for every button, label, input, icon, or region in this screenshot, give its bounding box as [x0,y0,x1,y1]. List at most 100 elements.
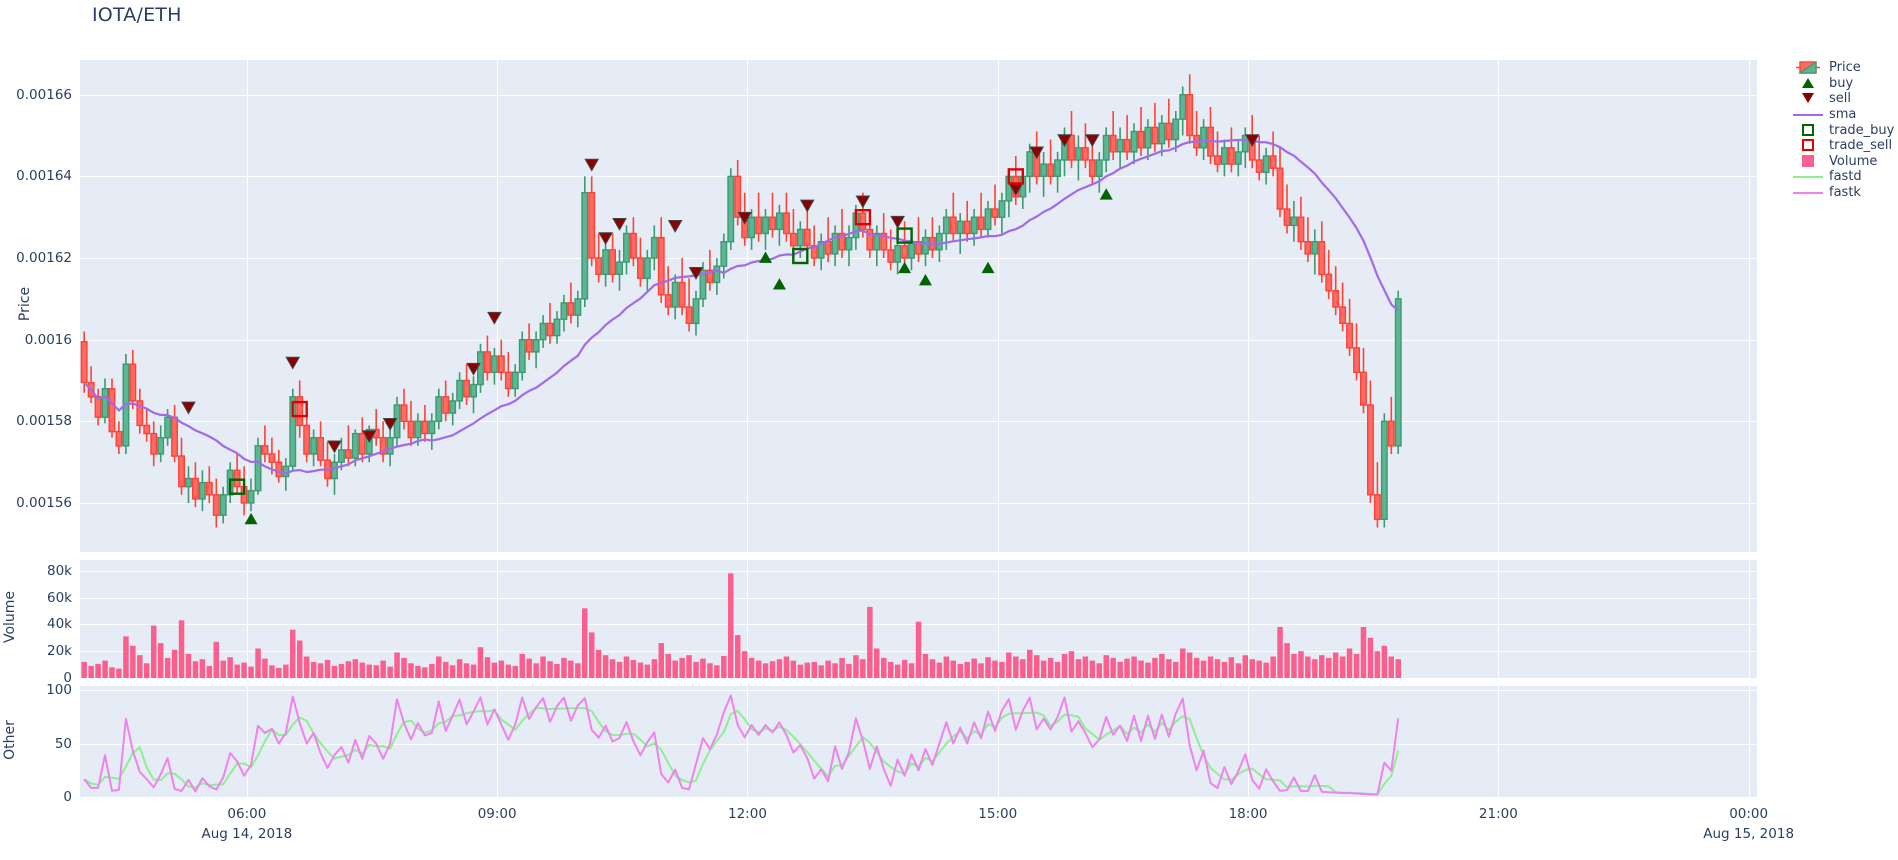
volume-square-icon [1793,154,1823,169]
volume-bar [741,651,748,678]
gridline-vertical [497,560,498,678]
legend-item-buy[interactable]: buy [1793,76,1898,92]
candle-body [1109,134,1117,153]
volume-bar [1360,627,1367,678]
candle-body [1172,118,1180,141]
sell-marker [285,356,301,370]
volume-bar [721,655,727,678]
candle-body [80,341,88,384]
volume-bar [714,665,720,678]
volume-bar [1228,657,1235,678]
volume-bar [443,661,449,678]
candle-body [1353,347,1361,374]
legend-label: sell [1829,91,1851,107]
candle-body [233,469,241,488]
volume-bar [408,663,414,679]
candle-body [755,216,763,235]
volume-bar [1249,659,1255,678]
legend-item-trade_sell[interactable]: trade_sell [1793,138,1898,154]
legend-item-fastk[interactable]: fastk [1793,185,1898,201]
sell-marker [1057,134,1072,148]
candle-body [344,449,352,459]
legend-item-volume[interactable]: Volume [1793,154,1898,170]
volume-bar [1068,651,1075,678]
volume-bar [345,661,352,678]
candle-body [637,257,644,280]
volume-y-tick: 80k [47,562,72,579]
price-y-tick: 0.00162 [16,250,72,267]
candle-body [1074,147,1082,161]
candle-body [789,232,797,247]
volume-bar [477,647,484,678]
trade-buy-marker [228,478,246,495]
legend-label: trade_sell [1829,138,1893,154]
candle-body [1081,147,1089,161]
volume-bar [449,665,456,678]
price-y-tick: 0.00166 [16,86,72,103]
volume-bar [164,657,171,678]
candle-body [1158,122,1166,145]
candle-body [358,432,366,455]
volume-y-tick: 20k [47,643,72,660]
x-axis-tick: 09:00 [477,806,517,822]
candle-body [331,461,338,480]
volume-bar [964,661,970,678]
candle-body [574,298,582,316]
legend-item-trade_buy[interactable]: trade_buy [1793,122,1898,138]
candle-body [1116,138,1124,153]
volume-bar [1270,656,1276,678]
candle-body [184,477,192,488]
sell-marker [327,440,342,454]
candle-body [963,220,971,235]
candle-body [699,269,707,300]
candle-body [984,208,992,231]
gridline-horizontal [80,678,1757,679]
candle-body [261,445,269,455]
volume-bar [568,660,574,678]
legend-label: Price [1829,60,1861,76]
volume-bar [394,652,400,678]
legend-item-fastd[interactable]: fastd [1793,169,1898,185]
candle-body [1227,147,1235,165]
candle-body [630,232,637,259]
candle-body [1304,240,1312,255]
legend-item-sma[interactable]: sma [1793,107,1898,123]
candle-body [1318,240,1326,276]
volume-bar [429,663,435,678]
candle-body [776,212,783,231]
legend-label: fastk [1829,185,1861,201]
volume-bar [1166,659,1172,678]
volume-bar [359,662,365,678]
candle-body [546,322,554,337]
candle-body [386,437,394,455]
volume-bar [1346,648,1353,678]
volume-bar [310,661,317,678]
volume-bar [1388,656,1394,678]
price-y-tick: 0.00158 [16,413,72,430]
volume-bar [839,657,845,678]
volume-bar [978,663,984,679]
candle-body [129,363,137,402]
volume-bar [602,655,609,678]
candle-body [1200,126,1208,149]
candle-body [949,216,957,235]
candle-body [1102,134,1110,161]
volume-bar [387,666,393,678]
candle-body [1373,494,1381,520]
other-panel [80,686,1757,797]
volume-bar [1395,659,1401,678]
candle-body [1387,420,1395,447]
candle-body [435,396,443,422]
volume-bar [248,666,254,678]
legend-label: trade_buy [1829,122,1895,138]
volume-bar [324,659,331,678]
candle-body [887,249,895,263]
page-title: IOTA/ETH [92,4,182,26]
volume-bar [686,655,692,678]
legend-item-sell[interactable]: sell [1793,91,1898,107]
candle-body [470,383,477,398]
volume-bar [1089,660,1096,678]
volume-bar [505,664,512,678]
legend-item-price[interactable]: Price [1793,60,1898,76]
candle-body [407,420,415,439]
